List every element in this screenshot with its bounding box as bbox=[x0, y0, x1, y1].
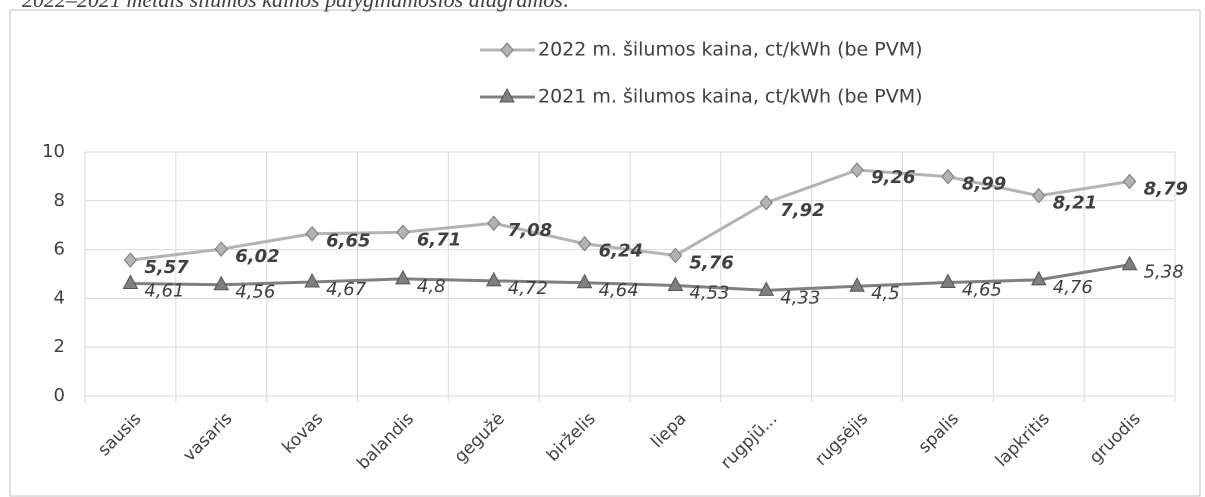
marker bbox=[213, 275, 230, 291]
marker bbox=[577, 235, 592, 252]
data-label: 4,67 bbox=[326, 279, 367, 300]
y-tick-label: 6 bbox=[54, 239, 65, 260]
data-label: 4,53 bbox=[689, 282, 729, 303]
chart-title: 2022–2021 metais šilumos kainos palygina… bbox=[22, 0, 570, 12]
marker bbox=[849, 277, 865, 292]
data-label: 8,79 bbox=[1144, 179, 1188, 200]
y-tick-label: 8 bbox=[54, 190, 65, 211]
marker bbox=[485, 271, 502, 287]
data-label: 6,02 bbox=[235, 246, 279, 267]
data-label: 6,71 bbox=[417, 229, 461, 250]
y-tick-label: 0 bbox=[54, 385, 65, 406]
data-label: 8,21 bbox=[1053, 193, 1097, 214]
data-label: 5,38 bbox=[1144, 262, 1184, 283]
data-label: 7,92 bbox=[780, 200, 824, 221]
data-label: 4,5 bbox=[871, 283, 900, 304]
marker bbox=[1121, 255, 1138, 271]
marker bbox=[576, 273, 593, 289]
legend-label: 2021 m. šilumos kaina, ct/kWh (be PVM) bbox=[538, 86, 923, 108]
data-label: 4,56 bbox=[235, 282, 275, 303]
data-label: 6,24 bbox=[599, 241, 643, 262]
data-label: 9,26 bbox=[871, 167, 915, 188]
marker bbox=[487, 215, 501, 232]
data-label: 6,65 bbox=[326, 231, 370, 252]
marker bbox=[305, 225, 319, 242]
marker bbox=[1122, 173, 1137, 190]
data-label: 8,99 bbox=[962, 174, 1006, 195]
data-label: 5,57 bbox=[144, 257, 189, 278]
data-label: 4,65 bbox=[962, 280, 1002, 301]
marker bbox=[940, 273, 956, 289]
marker bbox=[122, 274, 139, 290]
y-tick-label: 10 bbox=[42, 141, 65, 162]
marker bbox=[759, 194, 773, 211]
data-label: 7,08 bbox=[508, 220, 552, 241]
marker bbox=[304, 272, 320, 288]
y-tick-label: 2 bbox=[54, 336, 65, 357]
marker bbox=[214, 241, 228, 257]
marker bbox=[500, 42, 514, 58]
marker bbox=[1030, 270, 1047, 286]
data-label: 4,64 bbox=[599, 280, 639, 301]
marker bbox=[123, 252, 138, 268]
marker bbox=[396, 224, 410, 241]
data-label: 4,76 bbox=[1053, 277, 1093, 298]
data-label: 4,8 bbox=[417, 276, 446, 297]
legend-label: 2022 m. šilumos kaina, ct/kWh (be PVM) bbox=[538, 39, 923, 61]
marker bbox=[1032, 187, 1046, 204]
data-label: 5,76 bbox=[689, 252, 733, 273]
marker bbox=[850, 162, 864, 178]
data-label: 4,72 bbox=[508, 278, 548, 299]
y-tick-label: 4 bbox=[54, 287, 65, 308]
marker bbox=[667, 276, 684, 291]
chart-frame bbox=[9, 9, 1201, 497]
marker bbox=[941, 168, 955, 185]
series-line bbox=[130, 168, 1130, 262]
marker bbox=[395, 269, 411, 285]
marker bbox=[499, 87, 515, 103]
data-label: 4,61 bbox=[144, 281, 184, 302]
series-line bbox=[130, 263, 1130, 292]
marker bbox=[758, 281, 775, 296]
data-label: 4,33 bbox=[780, 287, 820, 308]
marker bbox=[668, 247, 683, 264]
